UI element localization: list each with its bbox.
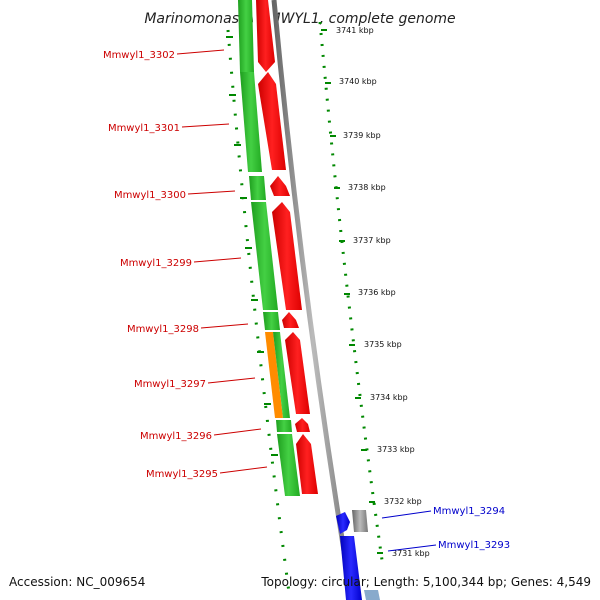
leader-line <box>187 190 236 195</box>
cds-gene-3293-body <box>340 536 362 600</box>
cds-gene-3298 <box>282 312 299 328</box>
map-title: Marinomonas sp. MWYL1, complete genome <box>144 11 455 27</box>
tick-label: 3736 kbp <box>358 288 396 297</box>
tick-label: 3740 kbp <box>339 77 377 86</box>
ruler-track-inner <box>226 29 292 600</box>
cds-gene-3297 <box>285 332 310 414</box>
gene-label[interactable]: Mmwyl1_3296 <box>140 431 212 442</box>
cds-gene-3299 <box>272 202 302 310</box>
cds-gene-3293 <box>336 512 350 534</box>
cds-gene-3296 <box>295 418 310 432</box>
cds-gene-3295 <box>296 434 318 494</box>
gene-label[interactable]: Mmwyl1_3298 <box>127 324 199 335</box>
tick-label: 3733 kbp <box>377 445 415 454</box>
inner-ticks <box>226 36 278 456</box>
cds-gene-3294 <box>352 510 368 532</box>
cds-gene-3302 <box>256 0 275 72</box>
cds-gene-3301 <box>258 72 286 170</box>
tick-label: 3734 kbp <box>370 393 408 402</box>
cog-block-3296 <box>276 420 292 432</box>
tick-label: 3731 kbp <box>392 549 430 558</box>
cog-block-3300 <box>249 176 266 200</box>
ruler-labels: 3741 kbp 3740 kbp 3739 kbp 3738 kbp 3737… <box>336 26 430 558</box>
cog-block-3295 <box>277 434 300 496</box>
leader-line <box>207 377 256 384</box>
cds-track-minus <box>256 0 318 494</box>
gene-label[interactable]: Mmwyl1_3294 <box>433 506 505 517</box>
gene-label[interactable]: Mmwyl1_3297 <box>134 379 206 390</box>
tick-label: 3735 kbp <box>364 340 402 349</box>
tick-label: 3741 kbp <box>336 26 374 35</box>
cds-gene-plus-lightblue <box>364 590 380 600</box>
gene-label[interactable]: Mmwyl1_3302 <box>103 50 175 61</box>
cog-block-3297-orange <box>265 332 283 418</box>
topology-text: Topology: circular; Length: 5,100,344 bp… <box>260 575 591 589</box>
gene-label[interactable]: Mmwyl1_3295 <box>146 469 218 480</box>
gene-label[interactable]: Mmwyl1_3300 <box>114 190 186 201</box>
cog-block-3301 <box>240 72 262 172</box>
leader-line <box>176 49 225 55</box>
tick-label: 3738 kbp <box>348 183 386 192</box>
leader-line <box>219 466 268 474</box>
gene-label[interactable]: Mmwyl1_3299 <box>120 258 192 269</box>
cog-block-3298 <box>263 312 280 330</box>
leader-line <box>193 257 242 263</box>
cds-track-plus <box>336 510 380 600</box>
leader-line <box>181 123 230 128</box>
cog-track <box>238 0 300 496</box>
gene-label[interactable]: Mmwyl1_3301 <box>108 123 180 134</box>
leader-line <box>213 428 262 436</box>
cog-block-3297 <box>273 332 290 418</box>
gene-label[interactable]: Mmwyl1_3293 <box>438 540 510 551</box>
label-leaders <box>176 49 437 552</box>
leader-line <box>200 323 249 329</box>
ruler-ticks <box>321 29 383 554</box>
tick-label: 3737 kbp <box>353 236 391 245</box>
cog-block-3302 <box>238 0 254 72</box>
tick-label: 3732 kbp <box>384 497 422 506</box>
leader-line <box>381 510 432 519</box>
accession-text: Accession: NC_009654 <box>9 575 145 589</box>
tick-label: 3739 kbp <box>343 131 381 140</box>
cds-gene-3300 <box>270 176 290 196</box>
gene-labels: Mmwyl1_3302 Mmwyl1_3301 Mmwyl1_3300 Mmwy… <box>103 50 510 551</box>
cog-block-3299 <box>251 202 278 310</box>
leader-line <box>387 544 437 552</box>
